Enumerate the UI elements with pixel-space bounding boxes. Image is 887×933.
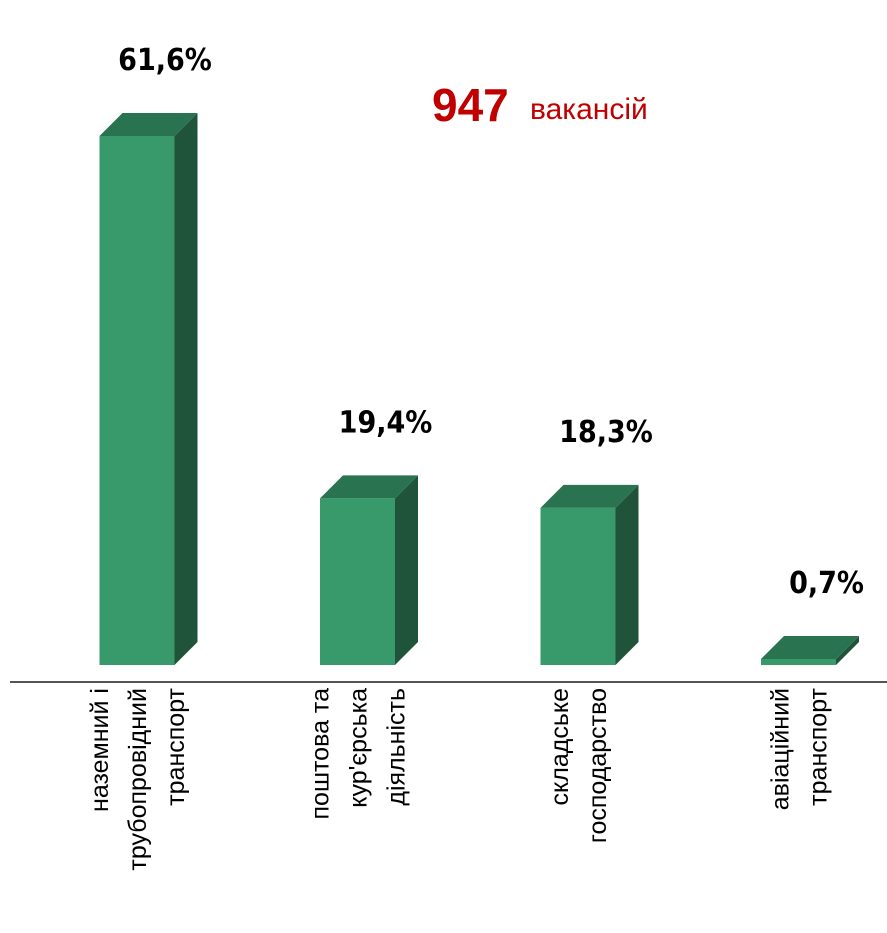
annotation-number: 947 (432, 79, 509, 131)
bar (761, 635, 859, 665)
bar (540, 484, 639, 665)
bar-front (99, 136, 175, 665)
bar (99, 113, 198, 665)
value-label: 19,4% (339, 405, 433, 440)
bar-top (761, 635, 859, 659)
value-label: 0,7% (789, 566, 864, 601)
value-label: 18,3% (559, 415, 653, 450)
annotation-text: вакансій (530, 93, 648, 126)
bar-side (395, 475, 418, 665)
value-label: 61,6% (118, 43, 212, 78)
bar-top (540, 484, 639, 508)
x-tick-label: наземний і трубопровідний транспорт (86, 687, 190, 870)
bar-side (615, 484, 639, 665)
x-tick-label: авіаційний транспорт (767, 687, 833, 810)
bar-side (174, 113, 198, 665)
bar-front (540, 507, 616, 665)
x-tick-label: поштова та кур'єрська діяльність (307, 688, 411, 820)
x-tick-label: складське господарство (546, 688, 612, 843)
bar-front (320, 498, 395, 665)
bar-top (320, 475, 418, 499)
bar (320, 475, 418, 665)
bar-side (836, 635, 859, 665)
bar-front (761, 658, 836, 665)
bar-top (99, 113, 198, 136)
